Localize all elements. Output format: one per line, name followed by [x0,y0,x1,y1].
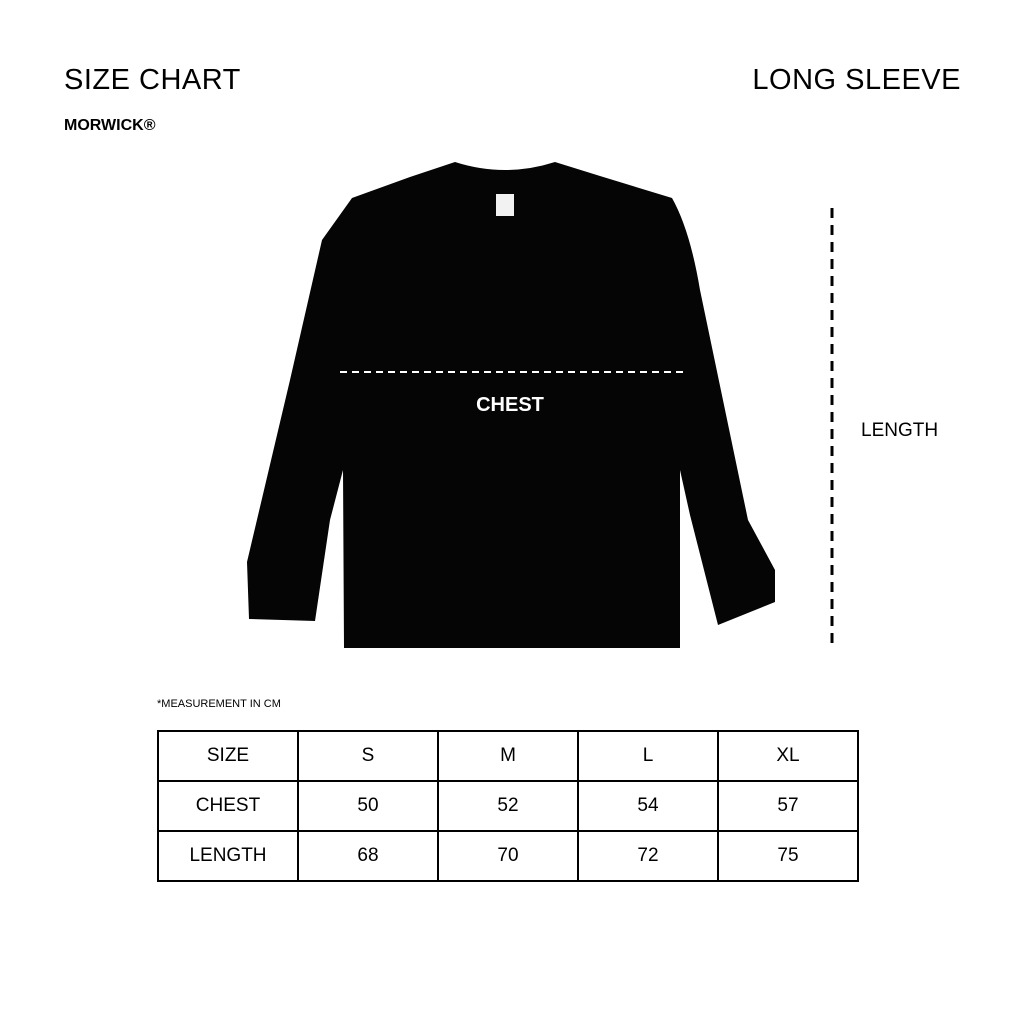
table-cell: 52 [437,780,579,832]
table-cell: 50 [297,780,439,832]
table-cell: S [297,730,439,782]
long-sleeve-shirt [247,162,775,648]
table-cell: CHEST [157,780,299,832]
brand-name: MORWICK® [64,117,156,134]
table-cell: 72 [577,830,719,882]
table-cell: LENGTH [157,830,299,882]
size-table: SIZE S M L XL CHEST 50 52 54 57 LENGTH 68 70 72 75 [157,730,859,882]
table-cell: 75 [717,830,859,882]
product-type: LONG SLEEVE [752,64,961,96]
table-cell: M [437,730,579,782]
page-title: SIZE CHART [64,64,241,96]
table-cell: 54 [577,780,719,832]
table-cell: L [577,730,719,782]
chest-label: CHEST [476,394,544,416]
measurement-note: *MEASUREMENT IN CM [157,698,281,710]
table-cell: 68 [297,830,439,882]
length-label: LENGTH [861,420,939,441]
table-row: SIZE S M L XL [157,730,859,782]
table-cell: 70 [437,830,579,882]
table-cell: SIZE [157,730,299,782]
table-cell: 57 [717,780,859,832]
neck-tag [496,194,514,216]
table-row: LENGTH 68 70 72 75 [157,830,859,882]
table-cell: XL [717,730,859,782]
table-row: CHEST 50 52 54 57 [157,780,859,832]
